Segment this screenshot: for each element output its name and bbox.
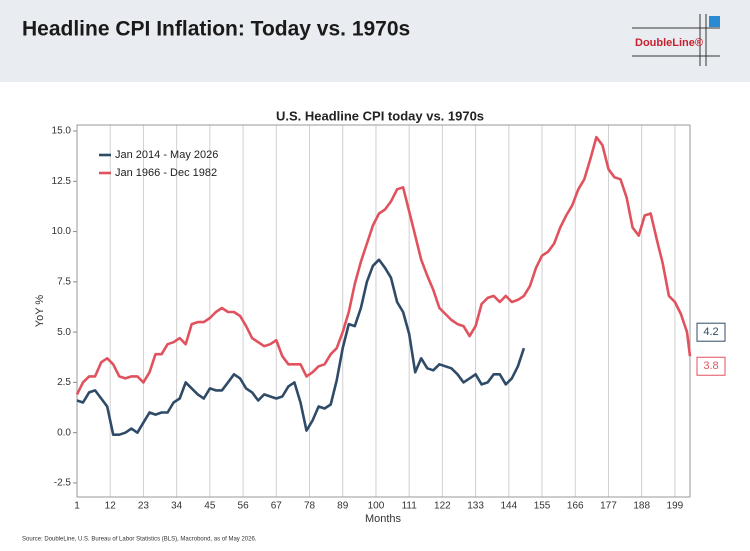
x-tick-label: 1 — [74, 501, 80, 512]
x-tick-label: 56 — [238, 501, 250, 512]
x-tick-label: 67 — [271, 501, 283, 512]
y-tick-label: -2.5 — [54, 478, 72, 489]
logo-text: DoubleLine® — [635, 37, 703, 49]
x-tick-label: 188 — [633, 501, 650, 512]
y-tick-label: 15.0 — [52, 126, 72, 137]
x-tick-label: 144 — [500, 501, 517, 512]
legend-label: Jan 1966 - Dec 1982 — [115, 167, 217, 179]
x-tick-label: 166 — [567, 501, 584, 512]
y-tick-label: 7.5 — [57, 276, 71, 287]
end-label-box — [696, 322, 726, 342]
end-label: 3.8 — [703, 360, 718, 372]
y-tick-label: 2.5 — [57, 377, 71, 388]
source-note: Source: DoubleLine, U.S. Bureau of Labor… — [22, 537, 257, 543]
x-tick-label: 89 — [337, 501, 349, 512]
x-tick-label: 133 — [467, 501, 484, 512]
x-tick-label: 45 — [204, 501, 216, 512]
x-tick-label: 12 — [105, 501, 117, 512]
x-tick-label: 78 — [304, 501, 316, 512]
end-label: 4.2 — [703, 326, 718, 338]
y-tick-label: 12.5 — [52, 176, 72, 187]
x-tick-label: 155 — [534, 501, 551, 512]
end-label-box — [696, 356, 726, 376]
x-tick-label: 199 — [667, 501, 684, 512]
chart-title: U.S. Headline CPI today vs. 1970s — [276, 108, 484, 123]
x-tick-label: 122 — [434, 501, 451, 512]
page-title: Headline CPI Inflation: Today vs. 1970s — [22, 18, 410, 41]
y-tick-label: 5.0 — [57, 327, 71, 338]
series-line — [76, 258, 526, 436]
x-tick-label: 23 — [138, 501, 150, 512]
y-tick-label: 10.0 — [52, 226, 72, 237]
x-tick-label: 111 — [402, 501, 418, 512]
x-tick-label: 34 — [171, 501, 183, 512]
x-tick-label: 177 — [600, 501, 617, 512]
y-tick-label: 0.0 — [57, 427, 71, 438]
x-tick-label: 100 — [368, 501, 385, 512]
header-band — [0, 0, 750, 82]
logo: DoubleLine® — [632, 14, 720, 66]
y-axis-label: YoY % — [34, 295, 46, 328]
plot-frame — [76, 124, 691, 498]
series-line — [75, 135, 692, 395]
x-axis-label: Months — [365, 513, 402, 525]
legend-label: Jan 2014 - May 2026 — [115, 149, 218, 161]
